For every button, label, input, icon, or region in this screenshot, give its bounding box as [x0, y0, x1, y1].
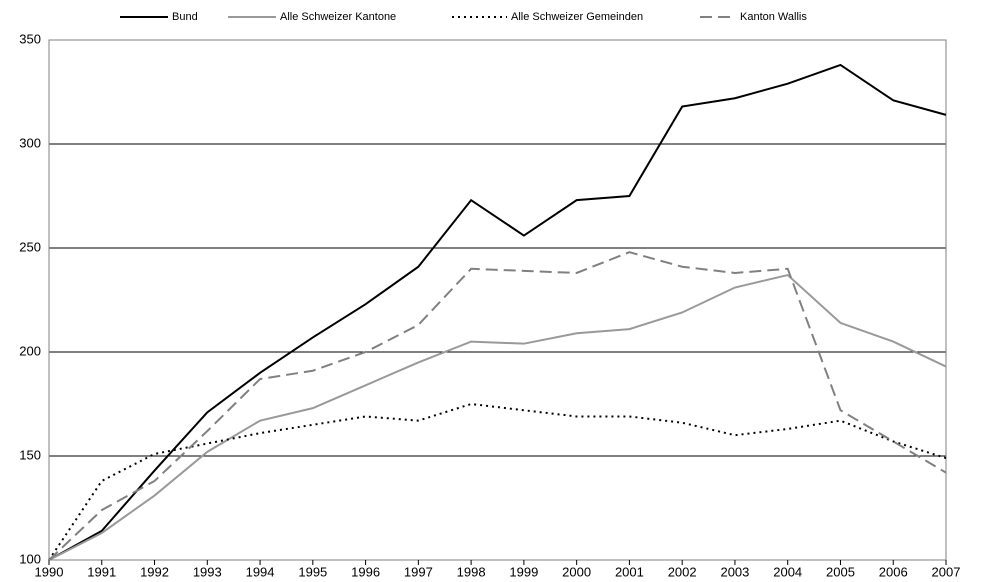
x-tick-label: 1999 — [509, 564, 538, 579]
x-tick-label: 2007 — [932, 564, 961, 579]
x-tick-label: 2000 — [562, 564, 591, 579]
y-tick-label: 200 — [19, 343, 41, 358]
legend-label: Alle Schweizer Gemeinden — [511, 11, 643, 23]
x-tick-label: 1991 — [87, 564, 116, 579]
x-tick-label: 2004 — [773, 564, 802, 579]
data-line — [48, 251, 947, 561]
y-tick-label: 350 — [19, 31, 41, 46]
x-tick-label: 1995 — [298, 564, 327, 579]
x-tick-label: 1992 — [140, 564, 169, 579]
data-line — [48, 63, 947, 561]
y-tick-label: 250 — [19, 239, 41, 254]
plot-border — [48, 39, 947, 561]
data-line — [48, 273, 947, 561]
x-tick-label: 2005 — [826, 564, 855, 579]
y-tick-label: 100 — [19, 551, 41, 566]
x-tick-label: 2003 — [720, 564, 749, 579]
x-tick-label: 1998 — [457, 564, 486, 579]
x-tick-label: 1990 — [35, 564, 64, 579]
x-tick-label: 1996 — [351, 564, 380, 579]
y-tick-label: 150 — [19, 447, 41, 462]
x-tick-label: 1993 — [193, 564, 222, 579]
data-line — [48, 402, 947, 561]
legend-label: Alle Schweizer Kantone — [280, 11, 396, 23]
x-tick-label: 1997 — [404, 564, 433, 579]
y-tick-label: 300 — [19, 135, 41, 150]
legend-label: Kanton Wallis — [740, 11, 807, 23]
x-tick-label: 1994 — [246, 564, 275, 579]
x-tick-label: 2002 — [668, 564, 697, 579]
legend-label: Bund — [172, 11, 198, 23]
x-tick-label: 2001 — [615, 564, 644, 579]
x-tick-label: 2006 — [879, 564, 908, 579]
